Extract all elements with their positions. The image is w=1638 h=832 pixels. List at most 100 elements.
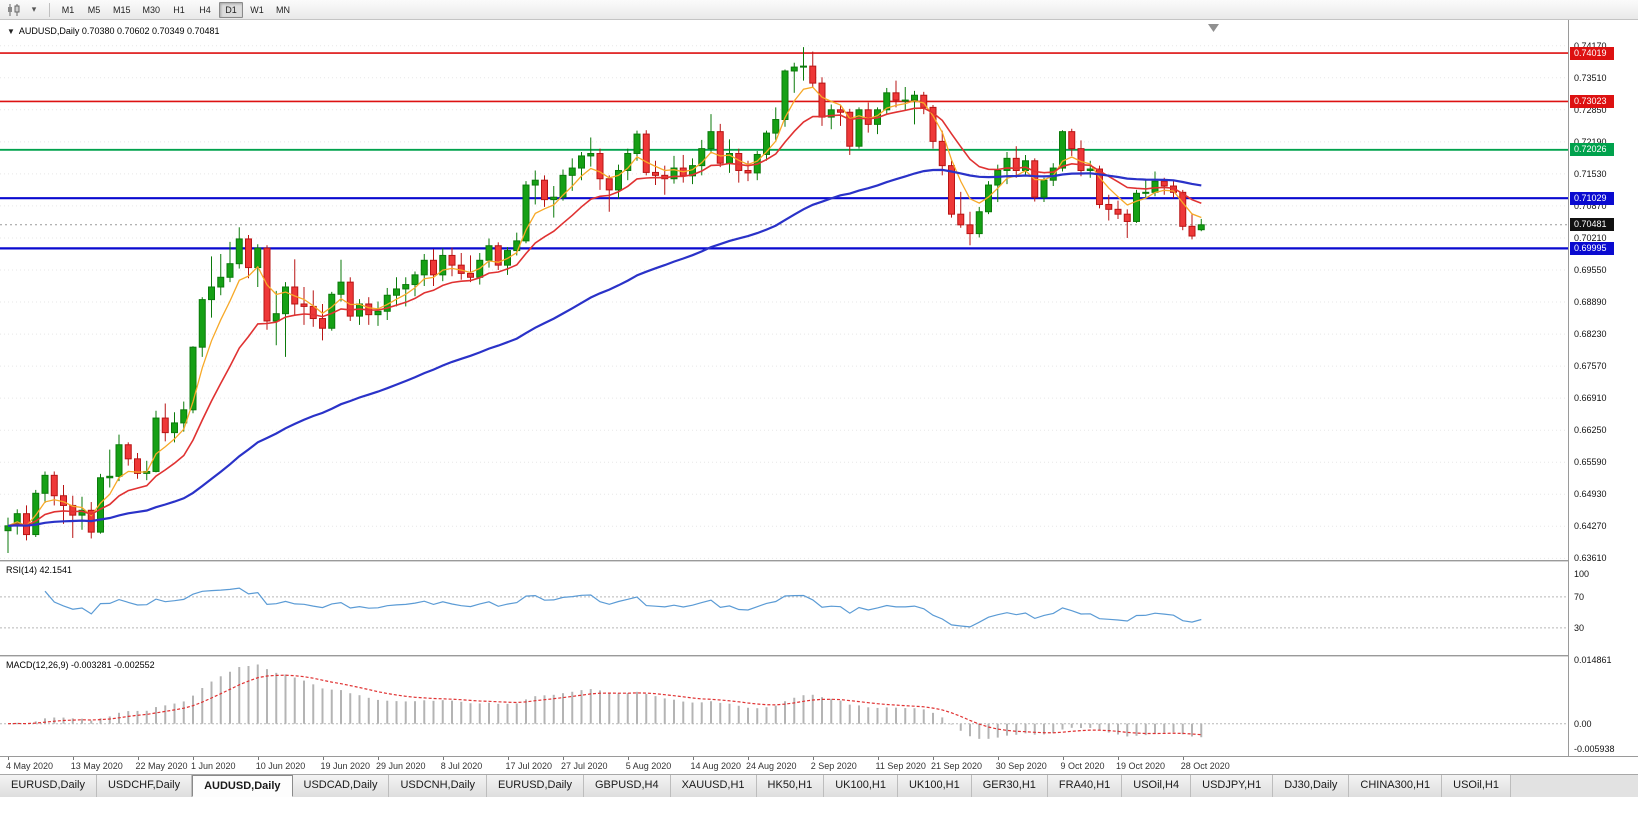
one-click-collapse-icon[interactable]: ▼ <box>7 26 15 36</box>
horizontal-level-lines[interactable] <box>0 52 1568 250</box>
timeframe-button-m15[interactable]: M15 <box>113 4 131 15</box>
date-tick-mark <box>877 757 879 760</box>
chart-tab-usdcnh-daily[interactable]: USDCNH,Daily <box>389 775 488 797</box>
date-axis[interactable]: 4 May 2020 13 May 2020 22 May 2020 1 Jun 20… <box>0 756 1638 774</box>
chart-tab-hk50-h1[interactable]: HK50,H1 <box>756 775 825 797</box>
date-axis-label: 22 May 2020 <box>135 761 188 771</box>
rsi-indicator-label: RSI(14) 42.1541 <box>6 565 73 575</box>
timeframe-button-m30[interactable]: M30 <box>142 4 161 15</box>
date-tick-mark <box>933 757 934 760</box>
date-tick-mark <box>1062 757 1064 760</box>
date-axis-label: 4 May 2020 <box>6 761 54 771</box>
price-axis-label: 0.71530 <box>1574 168 1607 179</box>
moving-average-55-line <box>7 168 1202 527</box>
chart-shift-marker[interactable] <box>1208 24 1219 32</box>
chart-tab-uk100-h1[interactable]: UK100,H1 <box>897 775 972 797</box>
date-axis-label: 10 Jun 2020 <box>255 761 306 771</box>
level-price-tag: 0.73023 <box>1570 94 1614 108</box>
date-axis-label: 24 Aug 2020 <box>746 761 797 771</box>
date-axis-label: 9 Oct 2020 <box>1060 761 1105 771</box>
bottom-filler <box>0 797 1638 832</box>
main-chart-canvas[interactable] <box>0 20 1568 560</box>
chart-tab-xauusd-h1[interactable]: XAUUSD,H1 <box>670 775 757 797</box>
date-tick-mark <box>692 757 694 760</box>
toolbar-separator <box>49 2 50 17</box>
rsi-canvas[interactable] <box>0 562 1568 655</box>
date-tick-mark <box>72 757 74 760</box>
rsi-panel <box>0 562 1568 655</box>
date-axis-label: 11 Sep 2020 <box>875 761 926 771</box>
date-axis-label: 28 Oct 2020 <box>1180 761 1230 771</box>
date-tick-mark <box>563 757 564 760</box>
panel-splitter-rsi[interactable] <box>0 560 1638 562</box>
chart-tab-fra40-h1[interactable]: FRA40,H1 <box>1047 775 1123 797</box>
chart-tab-gbpusd-h4[interactable]: GBPUSD,H4 <box>584 775 671 797</box>
price-axis-label: 0.63610 <box>1574 553 1607 564</box>
price-axis-label: 0.68230 <box>1574 329 1607 340</box>
date-axis-label: 19 Jun 2020 <box>320 761 371 771</box>
date-axis-label: 21 Sep 2020 <box>931 761 983 771</box>
date-tick-mark <box>1182 757 1184 760</box>
macd-axis-label: 0.00 <box>1574 718 1592 729</box>
chart-tab-china300-h1[interactable]: CHINA300,H1 <box>1349 775 1443 797</box>
chart-tab-eurusd-daily[interactable]: EURUSD,Daily <box>487 775 584 797</box>
date-tick-mark <box>257 757 259 760</box>
price-axis-label: 0.67570 <box>1574 361 1607 372</box>
date-tick-mark <box>748 757 749 760</box>
chart-tab-audusd-daily[interactable]: AUDUSD,Daily <box>192 775 293 797</box>
date-axis-label: 29 Jun 2020 <box>376 761 426 771</box>
candlestick-glyph <box>8 3 20 16</box>
date-axis-label: 1 Jun 2020 <box>191 761 236 771</box>
panel-splitter-macd[interactable] <box>0 655 1638 657</box>
price-axis-label: 0.68890 <box>1574 297 1607 308</box>
chart-tab-usoil-h4[interactable]: USOil,H4 <box>1122 775 1192 797</box>
chart-title-text: AUDUSD,Daily 0.70380 0.70602 0.70349 0.7… <box>18 26 220 36</box>
chart-title: ▼ AUDUSD,Daily 0.70380 0.70602 0.70349 0… <box>7 26 220 36</box>
price-axis-label: 0.66910 <box>1574 393 1607 404</box>
price-axis-label: 0.64930 <box>1574 489 1607 500</box>
date-tick-mark <box>442 757 444 760</box>
date-axis-label: 5 Aug 2020 <box>625 761 672 771</box>
chart-tab-usoil-h1[interactable]: USOil,H1 <box>1442 775 1511 797</box>
chart-tab-eurusd-daily[interactable]: EURUSD,Daily <box>0 775 97 797</box>
current-price-tag: 0.70481 <box>1570 218 1614 232</box>
date-tick-mark <box>997 757 999 760</box>
rsi-axis-label: 70 <box>1574 591 1585 602</box>
timeframe-button-h1[interactable]: H1 <box>173 4 185 15</box>
chart-tab-ger30-h1[interactable]: GER30,H1 <box>971 775 1048 797</box>
timeframe-button-mn[interactable]: MN <box>276 4 291 15</box>
chart-type-dropdown-caret-icon[interactable]: ▾ <box>31 4 37 14</box>
price-axis-label: 0.66250 <box>1574 425 1607 436</box>
price-axis-label: 0.70870 <box>1574 200 1607 211</box>
date-axis-label: 27 Jul 2020 <box>561 761 608 771</box>
date-axis-label: 30 Sep 2020 <box>995 761 1047 771</box>
chart-tab-dj30-daily[interactable]: DJ30,Daily <box>1273 775 1350 797</box>
candles-layer <box>4 47 1205 554</box>
macd-histogram <box>16 664 1203 739</box>
timeframe-toolbar: ▾ M1 M5 M15 M30 H1 H4 D1 W1 MN <box>0 0 1638 20</box>
date-tick-mark <box>812 757 814 760</box>
timeframe-button-w1[interactable]: W1 <box>250 4 264 15</box>
price-axis[interactable]: 0.74170 0.73510 0.72850 0.72190 0.71530 0.708… <box>1568 20 1638 756</box>
date-axis-label: 2 Sep 2020 <box>810 761 857 771</box>
price-axis-label: 0.73510 <box>1574 72 1607 83</box>
chart-tab-usdcad-daily[interactable]: USDCAD,Daily <box>292 775 390 797</box>
level-price-tag: 0.72026 <box>1570 143 1614 157</box>
timeframe-button-d1[interactable]: D1 <box>219 1 244 18</box>
date-axis-label: 14 Aug 2020 <box>690 761 742 771</box>
rsi-axis-label: 30 <box>1574 622 1585 633</box>
date-tick-mark <box>1118 757 1119 760</box>
candlestick-chart-type-icon[interactable] <box>4 2 24 18</box>
timeframe-button-m5[interactable]: M5 <box>87 4 101 15</box>
macd-indicator-label: MACD(12,26,9) -0.003281 -0.002552 <box>6 660 155 670</box>
macd-axis-label: 0.014861 <box>1574 654 1612 665</box>
chart-tab-uk100-h1[interactable]: UK100,H1 <box>824 775 898 797</box>
timeframe-button-m1[interactable]: M1 <box>61 4 75 15</box>
macd-canvas[interactable] <box>0 657 1568 756</box>
rsi-axis-label: 100 <box>1574 568 1590 579</box>
chart-tab-usdchf-daily[interactable]: USDCHF,Daily <box>96 775 193 797</box>
timeframe-button-h4[interactable]: H4 <box>199 4 211 15</box>
chart-tab-usdjpy-h1[interactable]: USDJPY,H1 <box>1191 775 1274 797</box>
tab-bar: EURUSD,Daily USDCHF,Daily AUDUSD,Daily USDC… <box>0 774 1638 797</box>
